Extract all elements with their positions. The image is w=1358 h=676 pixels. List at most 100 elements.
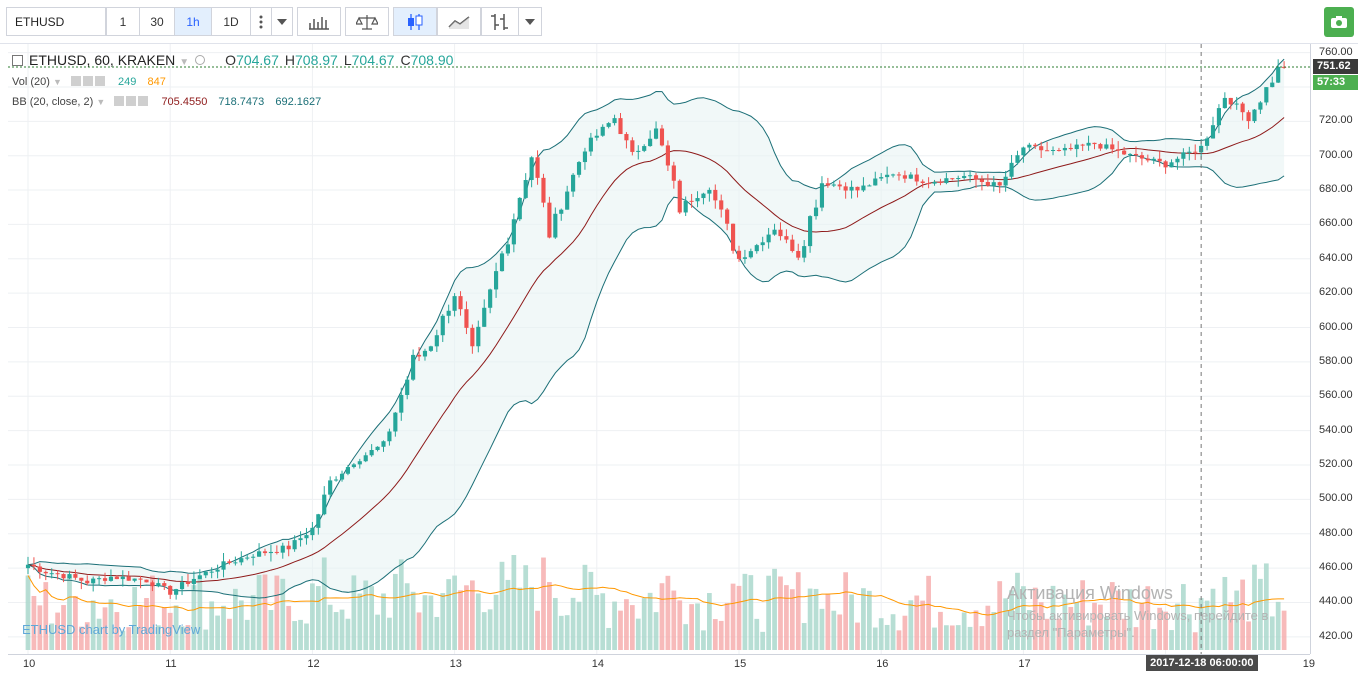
- symbol-title[interactable]: ETHUSD, 60, KRAKEN: [29, 52, 176, 68]
- candle-body: [156, 583, 161, 587]
- volume-bar: [345, 618, 351, 650]
- candle-body: [1009, 162, 1014, 177]
- candle-body: [488, 289, 493, 308]
- candle-body: [73, 574, 78, 578]
- open-value: 704.67: [236, 52, 279, 68]
- chevron-down-icon[interactable]: ▼: [179, 57, 190, 68]
- candle-body: [1092, 142, 1097, 145]
- volume-bar: [1044, 618, 1050, 650]
- gear-icon[interactable]: [82, 76, 93, 86]
- time-axis[interactable]: 10 11 12 13 14 15 16 17 19: [8, 654, 1315, 676]
- bollinger-indicator-label[interactable]: BB (20, close, 2): [12, 96, 94, 108]
- volume-bar: [434, 616, 440, 650]
- close-icon[interactable]: [94, 76, 105, 86]
- interval-30-button[interactable]: 30: [139, 7, 175, 36]
- snapshot-button[interactable]: [1324, 7, 1354, 37]
- candle-body: [245, 557, 250, 559]
- candle-body: [440, 315, 445, 336]
- volume-ma-value: 847: [147, 76, 166, 88]
- candle-body: [908, 174, 913, 179]
- line-style-button[interactable]: [437, 7, 481, 36]
- volume-bar: [991, 612, 997, 650]
- volume-indicator-controls[interactable]: [70, 76, 107, 88]
- close-value: 708.90: [410, 52, 454, 68]
- volume-bar: [179, 626, 185, 650]
- tradingview-watermark[interactable]: ETHUSD chart by TradingView: [22, 622, 201, 637]
- candle-body: [1116, 149, 1121, 151]
- volume-bar: [464, 585, 469, 650]
- candle-body: [926, 182, 931, 184]
- candle-body: [1210, 125, 1216, 139]
- candle-body: [357, 461, 362, 465]
- volume-bar: [861, 588, 866, 650]
- candle-body: [1015, 155, 1020, 163]
- volume-bar: [1157, 607, 1163, 650]
- interval-1d-button[interactable]: 1D: [211, 7, 251, 36]
- bollinger-indicator-controls[interactable]: [114, 96, 150, 108]
- volume-bar: [683, 624, 689, 650]
- gear-icon[interactable]: [126, 96, 137, 106]
- candle-body: [203, 571, 208, 576]
- candle-body: [914, 174, 919, 182]
- candle-body: [1021, 147, 1026, 156]
- candle-body: [659, 128, 665, 146]
- indicators-button[interactable]: [481, 7, 519, 36]
- chart-pane[interactable]: [8, 44, 1310, 654]
- price-axis[interactable]: 760.00740.00720.00700.00680.00660.00640.…: [1310, 44, 1358, 654]
- close-icon[interactable]: [138, 96, 149, 106]
- interval-1h-button[interactable]: 1h: [174, 7, 212, 36]
- volume-bar: [90, 600, 96, 650]
- indicators-dropdown-button[interactable]: [518, 7, 542, 36]
- volume-bar: [629, 605, 635, 650]
- interval-1-button[interactable]: 1: [106, 7, 140, 36]
- candle-body: [114, 576, 119, 580]
- candle-body: [434, 335, 439, 347]
- candle-body: [879, 177, 884, 179]
- candle-body: [529, 157, 534, 181]
- bar-style-button[interactable]: [297, 7, 341, 36]
- visibility-icon[interactable]: [195, 55, 206, 65]
- volume-bar: [321, 557, 327, 650]
- volume-bar: [760, 631, 766, 650]
- volume-bar: [795, 572, 801, 650]
- volume-bar: [446, 579, 452, 650]
- volume-bar: [475, 593, 481, 650]
- candle-body: [446, 310, 451, 316]
- compare-button[interactable]: [345, 7, 389, 36]
- symbol-search-input[interactable]: ETHUSD: [6, 7, 106, 36]
- volume-bar: [416, 612, 422, 650]
- indicators-icon: [491, 13, 508, 30]
- candle-body: [683, 200, 688, 213]
- candle-body: [387, 431, 392, 442]
- candle-body: [411, 354, 416, 380]
- candle-body: [1045, 150, 1050, 152]
- candle-body: [642, 146, 647, 151]
- time-tick-label: 13: [449, 658, 462, 670]
- chevron-down-icon[interactable]: ▼: [52, 77, 62, 87]
- bb-lower-value: 692.1627: [275, 96, 322, 108]
- volume-bar: [1258, 578, 1263, 650]
- candle-body: [102, 578, 108, 581]
- activation-title: Активация Windows: [1007, 583, 1173, 603]
- chevron-down-icon[interactable]: ▼: [96, 97, 106, 107]
- candle-body: [310, 527, 315, 536]
- volume-bar: [819, 608, 825, 650]
- more-intervals-button[interactable]: [250, 7, 272, 36]
- volume-bar: [262, 574, 268, 650]
- interval-dropdown-button[interactable]: [271, 7, 293, 36]
- candle-body: [565, 191, 570, 210]
- collapse-legend-icon[interactable]: [12, 55, 23, 66]
- candle-body: [547, 202, 552, 238]
- candle-body: [49, 573, 54, 575]
- candle-body: [950, 178, 955, 180]
- candle-body: [861, 185, 866, 191]
- candle-body: [422, 350, 428, 357]
- price-chart[interactable]: [8, 44, 1310, 654]
- candle-body: [339, 473, 345, 480]
- volume-bar: [298, 619, 303, 650]
- volume-bar: [647, 592, 653, 650]
- candle-style-button[interactable]: [393, 7, 437, 36]
- volume-indicator-label[interactable]: Vol (20): [12, 76, 50, 88]
- visibility-icon[interactable]: [114, 96, 125, 106]
- visibility-icon[interactable]: [70, 76, 81, 86]
